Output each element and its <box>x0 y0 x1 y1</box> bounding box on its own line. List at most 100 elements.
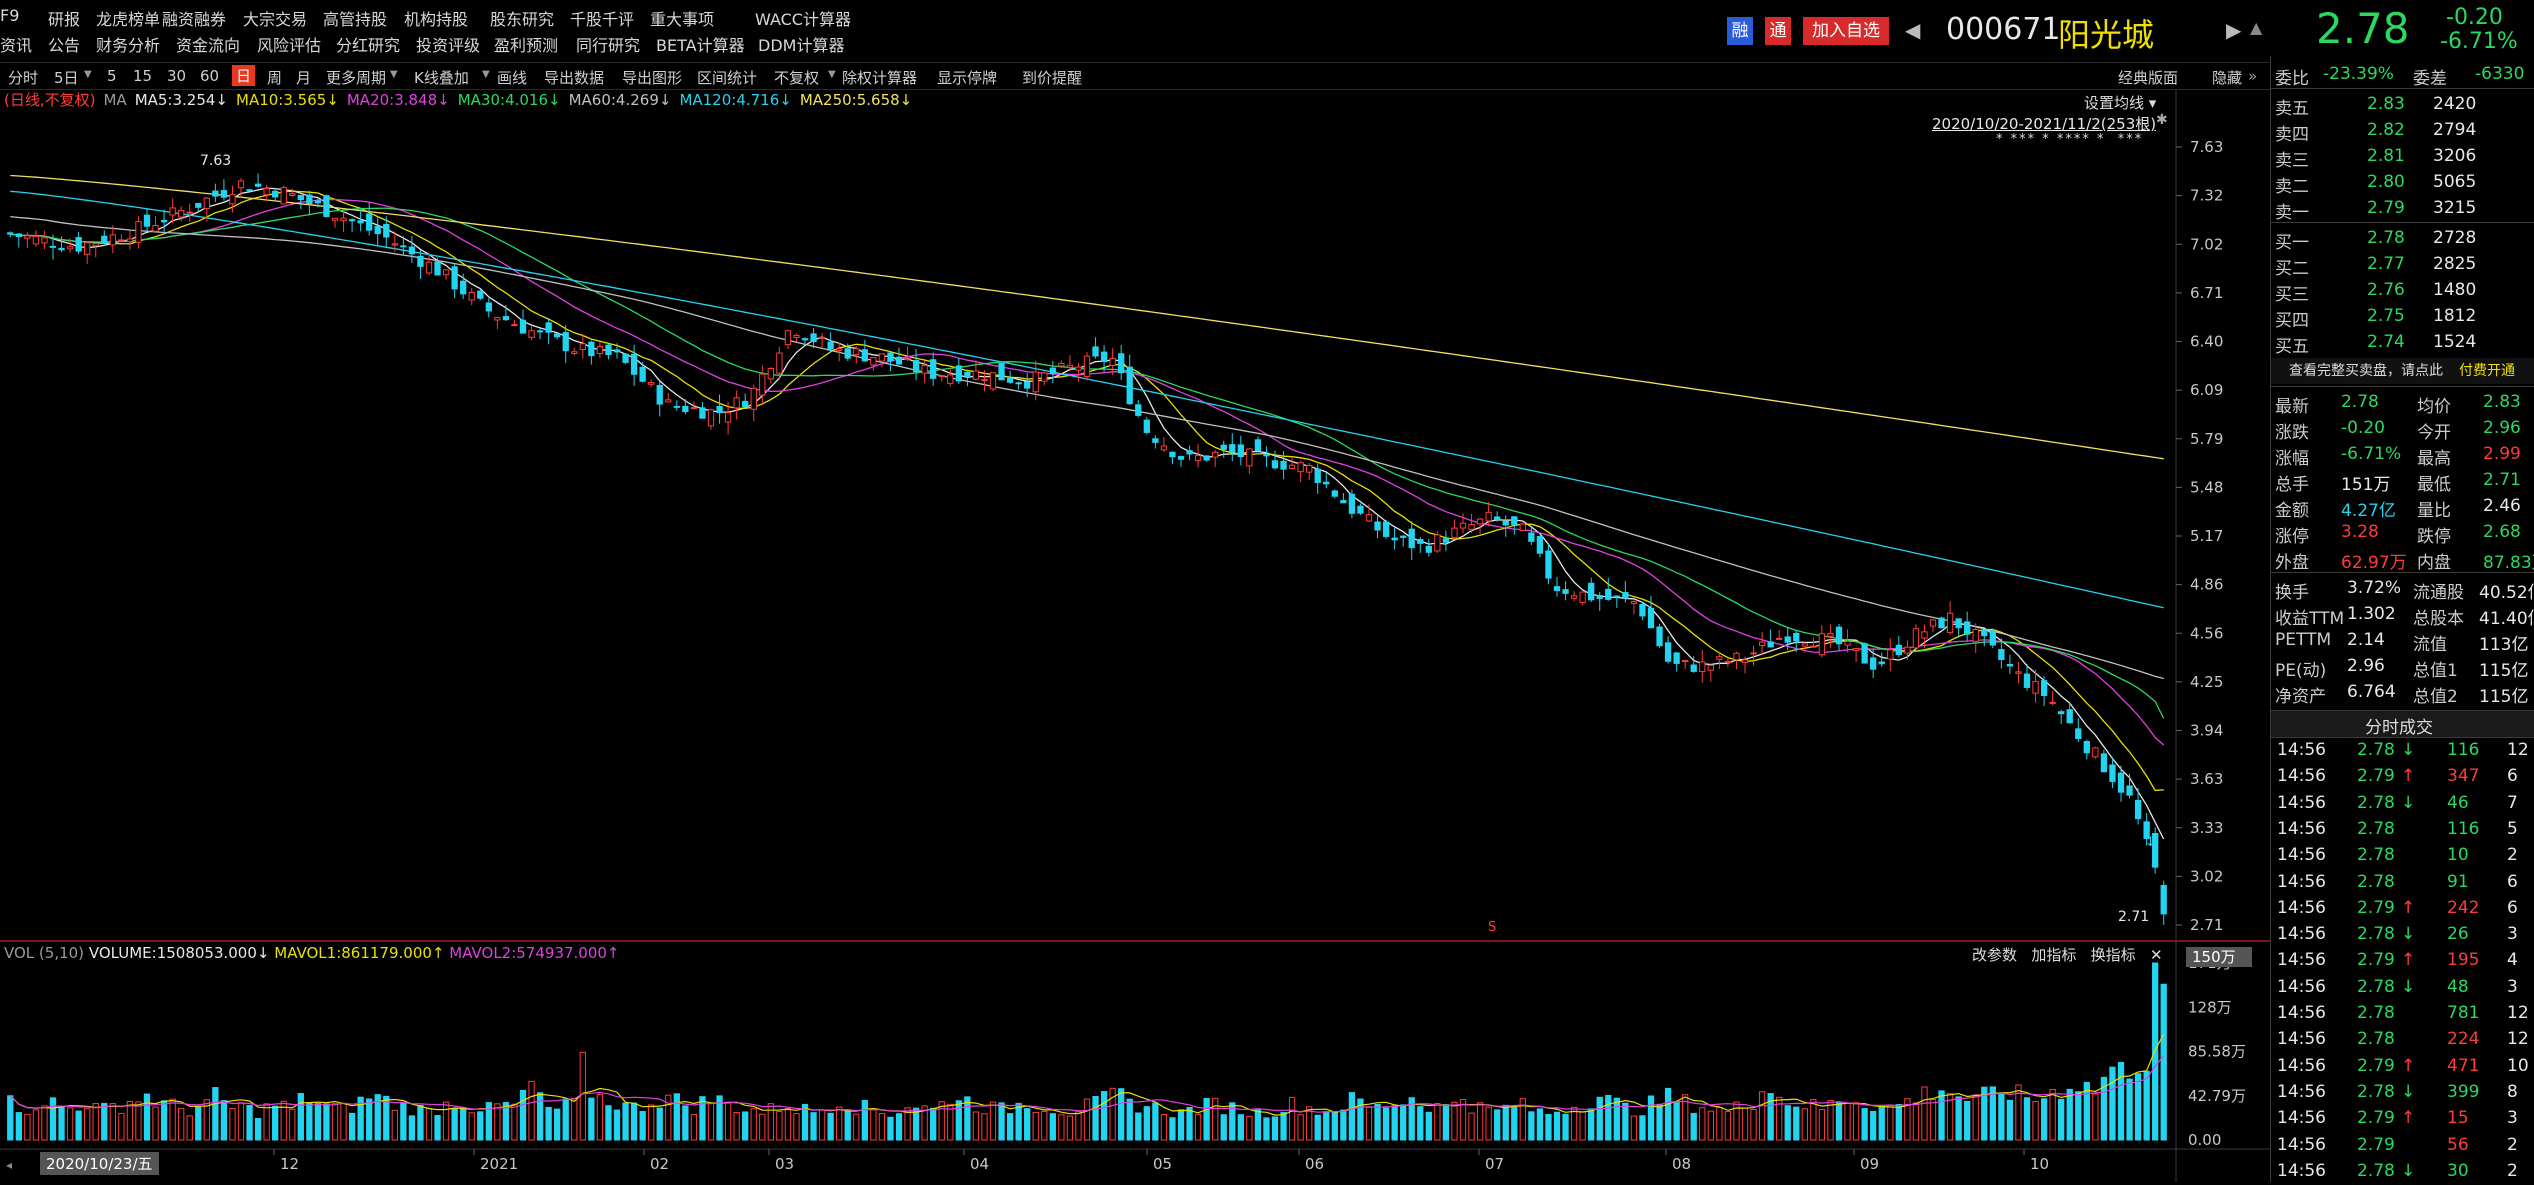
volume-bar <box>981 1113 988 1141</box>
top-menu-item[interactable]: BETA计算器 <box>656 36 745 55</box>
top-menu-item[interactable]: 龙虎榜单 <box>96 10 161 29</box>
volume-bar <box>1981 1086 1988 1141</box>
volume-bar <box>630 1102 638 1141</box>
volume-bar <box>1536 1108 1544 1141</box>
top-menu-item[interactable]: 高管持股 <box>323 10 388 29</box>
top-menu-item[interactable]: 股东研究 <box>490 10 555 29</box>
stat-label: 最低 <box>2417 475 2451 495</box>
toolbar-item[interactable]: 5 <box>107 67 117 85</box>
candle-body <box>1109 357 1116 366</box>
toolbar-item[interactable]: 15 <box>133 67 153 85</box>
chevron-down-icon[interactable]: ▼ <box>482 69 490 80</box>
volume-bar <box>417 1104 424 1141</box>
tong-badge[interactable]: 通 <box>1765 17 1791 45</box>
fund-label: 总值2 <box>2413 687 2458 707</box>
top-menu-item[interactable]: 融资融券 <box>162 10 227 29</box>
toolbar-item[interactable]: 区间统计 <box>697 69 758 87</box>
rong-badge[interactable]: 融 <box>1727 17 1753 45</box>
tick-count: 3 <box>2507 1108 2518 1129</box>
top-menu-item[interactable]: 资讯 <box>0 36 33 55</box>
toolbar-item[interactable]: 日 <box>232 65 256 86</box>
top-menu-item[interactable]: DDM计算器 <box>758 36 845 55</box>
next-stock-icon[interactable]: ▶ <box>2226 18 2242 42</box>
toolbar-item[interactable]: 导出图形 <box>622 69 683 87</box>
chevron-down-icon[interactable]: ▼ <box>84 69 92 80</box>
toolbar-item[interactable]: 分时 <box>8 69 39 87</box>
tick-volume: 30 <box>2447 1160 2469 1181</box>
set-ma-button[interactable]: 设置均线 ▾ <box>2084 94 2157 112</box>
hide-button[interactable]: 隐藏 <box>2212 69 2243 87</box>
toolbar-item[interactable]: 导出数据 <box>544 69 605 87</box>
volume-value: VOLUME:1508053.000↓ <box>88 944 270 962</box>
volume-bar <box>2040 1098 2048 1141</box>
top-menu-item[interactable]: 千股千评 <box>570 10 635 29</box>
close-icon[interactable]: ✕ <box>2149 946 2163 964</box>
top-menu-item[interactable]: WACC计算器 <box>755 10 851 29</box>
top-menu-item[interactable]: 投资评级 <box>416 36 481 55</box>
scroll-left-icon[interactable]: ◂ <box>6 1158 12 1172</box>
chevron-down-icon[interactable]: ▼ <box>828 69 836 80</box>
candle-body <box>1810 645 1817 648</box>
top-menu-item[interactable]: 风险评估 <box>257 36 322 55</box>
change-params-button[interactable]: 改参数 <box>1972 946 2018 964</box>
top-menu-item[interactable]: 同行研究 <box>576 36 641 55</box>
top-menu-item[interactable]: 盈利预测 <box>494 36 559 55</box>
toolbar-item[interactable]: 画线 <box>497 69 528 87</box>
volume-bar <box>776 1111 783 1141</box>
toolbar-item[interactable]: 60 <box>200 67 220 85</box>
toolbar-item[interactable]: 不复权 <box>774 69 820 87</box>
volume-bar <box>1511 1106 1518 1141</box>
top-menu-item[interactable]: 公告 <box>48 36 81 55</box>
top-menu-item[interactable]: 资金流向 <box>176 36 241 55</box>
volume-bar <box>861 1099 868 1141</box>
top-menu-item[interactable]: 机构持股 <box>404 10 469 29</box>
toolbar-item[interactable]: 除权计算器 <box>842 69 918 87</box>
volume-bar <box>1827 1100 1834 1141</box>
candle-body <box>1895 644 1902 656</box>
x-axis-label: 2021 <box>480 1155 518 1173</box>
prev-stock-icon[interactable]: ◀ <box>1905 18 1921 42</box>
candle-body <box>1758 641 1766 647</box>
full-book-row[interactable]: 查看完整买卖盘，请点此 付费开通 <box>2271 358 2534 384</box>
top-menu-item[interactable]: 重大事项 <box>650 10 715 29</box>
candle-body <box>742 400 749 408</box>
candle-body <box>2058 711 2065 715</box>
pay-link[interactable]: 付费开通 <box>2459 363 2515 379</box>
toolbar-item[interactable]: 到价提醒 <box>1022 69 1083 87</box>
stat-label: 外盘 <box>2275 553 2309 573</box>
top-menu-item[interactable]: F9 <box>0 6 20 25</box>
volume-bar <box>374 1094 381 1141</box>
pin-icon[interactable]: ✱ <box>2156 112 2168 128</box>
volume-bar <box>2032 1101 2039 1141</box>
fund-value: 6.764 <box>2347 682 2396 702</box>
mavol2-line <box>9 1055 2165 1113</box>
toolbar-item[interactable]: K线叠加 <box>414 69 469 87</box>
tick-price: 2.78 <box>2357 740 2395 760</box>
candle-body <box>2117 772 2125 793</box>
add-watchlist-button[interactable]: 加入自选 <box>1803 17 1889 45</box>
price-tick-label: 7.63 <box>2190 138 2223 156</box>
tick-volume: 399 <box>2447 1081 2480 1102</box>
kline-chart[interactable]: 7.63 7.32 7.02 6.71 6.40 6.09 5.79 5.48 5.17 4.86… <box>0 89 2270 1182</box>
toolbar-item[interactable]: 5日 <box>54 69 79 87</box>
volume-bar <box>1613 1097 1620 1141</box>
bell-icon[interactable]: ▲ <box>2250 18 2263 37</box>
toolbar-item[interactable]: 更多周期 <box>326 69 387 87</box>
candle-body <box>1904 646 1911 654</box>
layout-select[interactable]: 经典版面 <box>2118 69 2179 87</box>
toolbar-item[interactable]: 30 <box>167 67 187 85</box>
toolbar-item[interactable]: 显示停牌 <box>937 69 998 87</box>
top-menu-item[interactable]: 大宗交易 <box>243 10 308 29</box>
add-indicator-button[interactable]: 加指标 <box>2031 946 2077 964</box>
chevron-down-icon[interactable]: ▼ <box>390 69 398 80</box>
chevron-right-icon[interactable]: » <box>2248 67 2258 85</box>
top-menu-item[interactable]: 财务分析 <box>96 36 161 55</box>
toolbar-item[interactable]: 月 <box>296 69 312 87</box>
volume-bar <box>1528 1111 1535 1141</box>
top-menu-item[interactable]: 分红研究 <box>336 36 401 55</box>
candle-body <box>1801 643 1808 647</box>
candle-body <box>1100 351 1108 363</box>
switch-indicator-button[interactable]: 换指标 <box>2090 946 2136 964</box>
top-menu-item[interactable]: 研报 <box>48 10 81 29</box>
toolbar-item[interactable]: 周 <box>267 69 283 87</box>
